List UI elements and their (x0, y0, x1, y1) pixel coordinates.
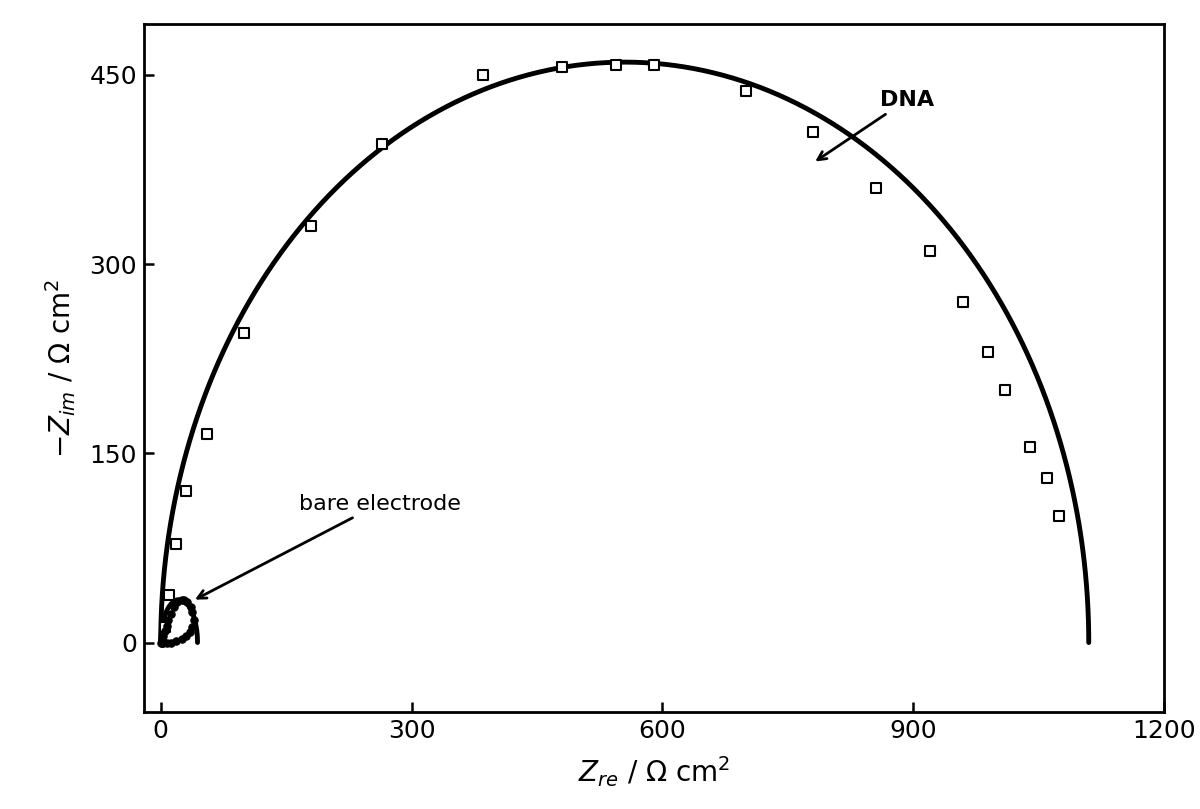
Point (152, 633, 172, 646)
Point (181, 601, 200, 614)
Point (473, 68, 492, 81)
Y-axis label: $-Z_{im}$ / $\Omega$ cm$^2$: $-Z_{im}$ / $\Omega$ cm$^2$ (43, 278, 78, 458)
Point (185, 613, 204, 626)
Point (552, 61, 571, 74)
Point (737, 85, 756, 98)
Point (164, 601, 184, 614)
Point (866, 182, 886, 195)
Point (180, 626, 199, 639)
Point (1037, 472, 1056, 485)
Point (235, 327, 254, 340)
Point (920, 245, 940, 258)
X-axis label: $Z_{re}$ / $\Omega$ cm$^2$: $Z_{re}$ / $\Omega$ cm$^2$ (578, 754, 730, 789)
Point (373, 138, 392, 150)
Point (172, 593, 191, 606)
Point (182, 621, 202, 634)
Text: bare electrode: bare electrode (198, 493, 461, 598)
Point (166, 538, 185, 551)
Point (172, 633, 191, 646)
Point (607, 58, 626, 71)
Point (160, 588, 179, 601)
Point (155, 625, 174, 637)
Point (158, 613, 178, 626)
Point (176, 485, 196, 498)
Text: DNA: DNA (817, 90, 934, 160)
Point (1050, 510, 1069, 523)
Point (154, 636, 173, 649)
Point (176, 629, 196, 642)
Point (157, 620, 176, 633)
Point (157, 636, 176, 649)
Point (301, 220, 320, 233)
Point (996, 383, 1015, 396)
Point (152, 635, 172, 648)
Point (154, 629, 173, 642)
Point (979, 346, 998, 359)
Point (954, 295, 973, 308)
Point (161, 636, 180, 649)
Point (197, 428, 216, 441)
Point (1021, 440, 1040, 453)
Point (644, 58, 664, 71)
Point (161, 607, 180, 620)
Point (168, 595, 187, 608)
Point (151, 636, 170, 649)
Point (803, 125, 822, 138)
Point (155, 621, 174, 634)
Point (166, 635, 185, 648)
Point (152, 636, 172, 649)
Point (178, 595, 197, 608)
Point (174, 593, 193, 606)
Point (182, 606, 202, 619)
